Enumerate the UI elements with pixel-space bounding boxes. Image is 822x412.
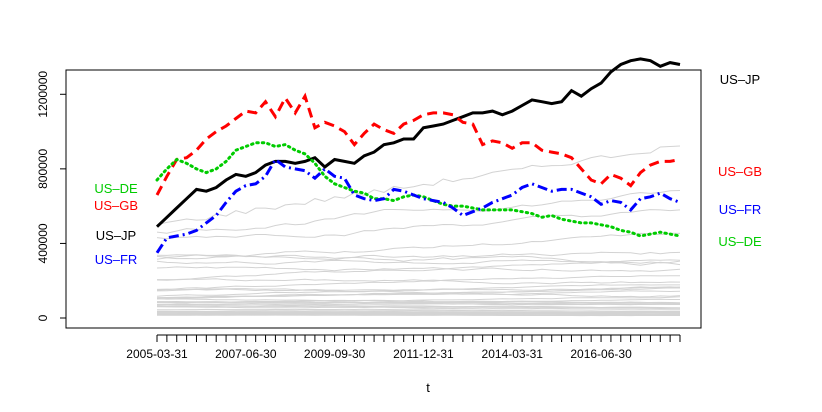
background-series-line (156, 307, 681, 311)
background-series-line (157, 278, 681, 285)
left-series-labels: US–DE US–GB US–JP US–FR (94, 181, 138, 267)
x-tick-label: 2005-03-31 (126, 347, 188, 361)
series-line (155, 157, 681, 254)
series-line (155, 57, 681, 228)
background-series-line (157, 310, 680, 314)
plot-frame (65, 69, 702, 329)
x-tick-label: 2014-03-31 (482, 347, 544, 361)
series-label-left: US–DE (94, 181, 138, 196)
background-series-line (156, 298, 680, 306)
background-series-line (156, 298, 680, 306)
background-series-line (156, 145, 681, 226)
background-series-line (156, 209, 681, 240)
y-tick-label: 0 (36, 314, 50, 321)
series-label-left: US–GB (94, 198, 138, 213)
series-line (155, 92, 681, 196)
x-tick-label: 2016-06-30 (570, 347, 632, 361)
background-series-line (156, 309, 680, 312)
series-label-left: US–JP (96, 228, 136, 243)
series-label-right: US–GB (718, 164, 762, 179)
background-series-line (156, 287, 681, 300)
series-label-right: US–FR (719, 202, 762, 217)
background-series-line (157, 312, 680, 315)
background-series-line (156, 254, 681, 266)
background-series-line (156, 275, 681, 291)
background-series-line (156, 288, 681, 298)
background-series-line (156, 190, 681, 234)
series-line (155, 141, 682, 238)
background-series-line (156, 286, 681, 292)
background-series-line (156, 305, 681, 309)
series-label-right: US–DE (718, 234, 762, 249)
y-tick-label: 400000 (36, 223, 50, 263)
x-axis: 2005-03-31 2007-06-30 2009-09-30 2011-12-31… (126, 334, 681, 361)
background-series-line (156, 302, 681, 306)
background-series-line (157, 296, 681, 304)
y-tick-label: 800000 (36, 149, 50, 189)
y-axis: 0 400000 800000 1200000 (36, 71, 66, 321)
x-tick-label: 2007-06-30 (215, 347, 277, 361)
background-series-line (156, 259, 681, 281)
y-tick-label: 1200000 (36, 71, 50, 118)
series-label-left: US–FR (95, 252, 138, 267)
series-label-right: US–JP (720, 72, 760, 87)
x-tick-label: 2011-12-31 (393, 347, 454, 361)
background-series-group (156, 145, 681, 317)
x-tick-label: 2009-09-30 (304, 347, 366, 361)
x-axis-label: t (426, 380, 430, 395)
highlighted-series-group (155, 57, 682, 254)
background-series-line (156, 266, 681, 272)
right-series-labels: US–JP US–GB US–FR US–DE (718, 72, 762, 249)
